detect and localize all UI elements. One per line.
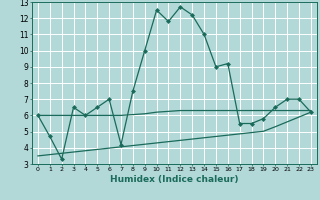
X-axis label: Humidex (Indice chaleur): Humidex (Indice chaleur) [110, 175, 239, 184]
